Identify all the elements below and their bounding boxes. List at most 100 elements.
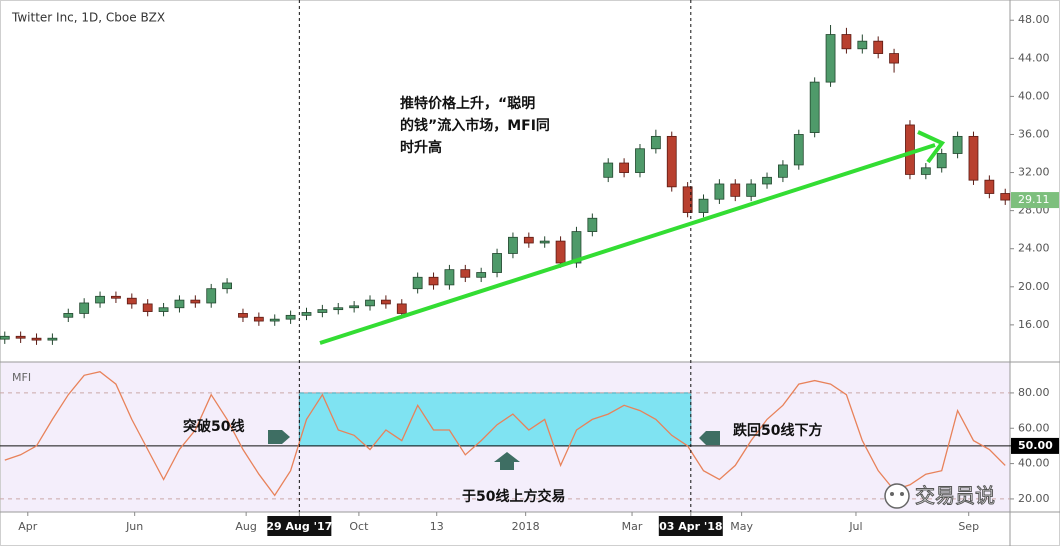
- candle-body: [539, 240, 550, 244]
- x-tick-label: 13: [430, 520, 444, 533]
- candle-body: [952, 135, 963, 154]
- overlay: 交易员说: [268, 130, 996, 509]
- y-tick-label: 36.00: [1018, 127, 1050, 140]
- last-price-label: 29.11: [1018, 193, 1050, 206]
- candle-body: [857, 40, 868, 50]
- candle-body: [333, 307, 344, 311]
- candle-body: [444, 269, 455, 286]
- candle-body: [920, 167, 931, 175]
- candle-body: [365, 299, 375, 307]
- candle-body: [619, 162, 630, 173]
- candle-body: [460, 269, 471, 278]
- candle-body: [714, 183, 725, 200]
- candle-body: [825, 34, 836, 83]
- right-arrow: [268, 430, 290, 444]
- candle-body: [984, 179, 995, 194]
- y-tick-label: 60.00: [1018, 421, 1050, 434]
- x-tick-box: [267, 516, 332, 536]
- y-tick-label: 20.00: [1018, 492, 1050, 505]
- level-label: 50.00: [1018, 439, 1053, 452]
- candle-body: [666, 135, 677, 188]
- candle-body: [603, 162, 614, 178]
- candle-body: [15, 335, 26, 339]
- y-tick-label: 20.00: [1018, 280, 1050, 293]
- candle-body: [190, 299, 201, 304]
- left-arrow: [699, 431, 720, 445]
- x-tick-label: 29 Aug '17: [266, 520, 332, 533]
- x-tick-label: 2018: [512, 520, 540, 533]
- candle-body: [1000, 193, 1011, 201]
- candle-body: [873, 40, 884, 54]
- y-tick-label: 40.00: [1018, 89, 1050, 102]
- candle-body: [555, 240, 566, 264]
- candle-body: [412, 276, 423, 290]
- candle-body: [126, 297, 137, 305]
- y-tick-label: 16.00: [1018, 318, 1050, 331]
- candle-body: [47, 337, 58, 341]
- candle-body: [428, 276, 439, 286]
- x-tick-label: Jul: [848, 520, 862, 533]
- annotation: 于50线上方交易: [462, 488, 565, 505]
- x-tick-label: May: [730, 520, 753, 533]
- candle-body: [746, 183, 757, 197]
- candle-body: [650, 135, 661, 150]
- candle-body: [762, 176, 772, 185]
- x-tick-label: 03 Apr '18: [659, 520, 722, 533]
- x-tick-label: Jun: [125, 520, 143, 533]
- x-tick-label: Oct: [349, 520, 369, 533]
- candle-body: [889, 53, 899, 64]
- candle-body: [222, 282, 232, 290]
- candle-body: [587, 217, 598, 232]
- candle-body: [730, 183, 741, 197]
- annotation: 的钱”流入市场，MFI同: [400, 117, 550, 134]
- candle-body: [682, 186, 693, 213]
- candle-body: [968, 135, 979, 181]
- candle-body: [778, 164, 788, 178]
- trend-arrow: [319, 143, 936, 345]
- last-price-box: [1011, 192, 1059, 209]
- y-tick-label: 44.00: [1018, 51, 1050, 64]
- level-box: [1011, 437, 1059, 454]
- annotation: 突破50线: [183, 418, 244, 435]
- x-tick-label: Mar: [622, 520, 643, 533]
- y-tick-label: 24.00: [1018, 242, 1050, 255]
- candle-body: [317, 309, 328, 313]
- candle-body: [809, 81, 820, 133]
- candle-body: [253, 316, 264, 322]
- watermark-icon: [890, 492, 894, 496]
- candle-body: [142, 303, 153, 312]
- watermark: 交易员说: [915, 484, 995, 508]
- candle-body: [571, 231, 582, 264]
- x-tick-box: [658, 516, 723, 536]
- candle-body: [349, 305, 360, 309]
- candle-body: [111, 295, 121, 299]
- candle-body: [396, 303, 407, 314]
- y-tick-label: 48.00: [1018, 13, 1050, 26]
- watermark-icon: [884, 483, 910, 509]
- y-tick-label: 80.00: [1018, 386, 1050, 399]
- annotation: 时升高: [400, 139, 442, 156]
- candle-body: [508, 236, 518, 254]
- candle-body: [905, 124, 915, 175]
- candle-body: [793, 134, 804, 166]
- candle-body: [285, 314, 296, 320]
- candle-body: [158, 307, 169, 312]
- candle-body: [301, 312, 312, 316]
- candle-body: [95, 295, 105, 304]
- candle-body: [380, 299, 391, 305]
- candle-body: [174, 299, 185, 309]
- up-arrow: [494, 452, 520, 470]
- watermark-icon: [900, 492, 904, 496]
- candle-body: [0, 335, 10, 340]
- x-tick-label: Apr: [18, 520, 38, 533]
- candle-body: [63, 313, 74, 318]
- candle-body: [492, 253, 502, 273]
- candle-body: [31, 337, 42, 341]
- candle-body: [206, 288, 217, 304]
- candle-body: [841, 34, 852, 50]
- candle-body: [79, 302, 90, 314]
- highlight-zone: [298, 392, 692, 447]
